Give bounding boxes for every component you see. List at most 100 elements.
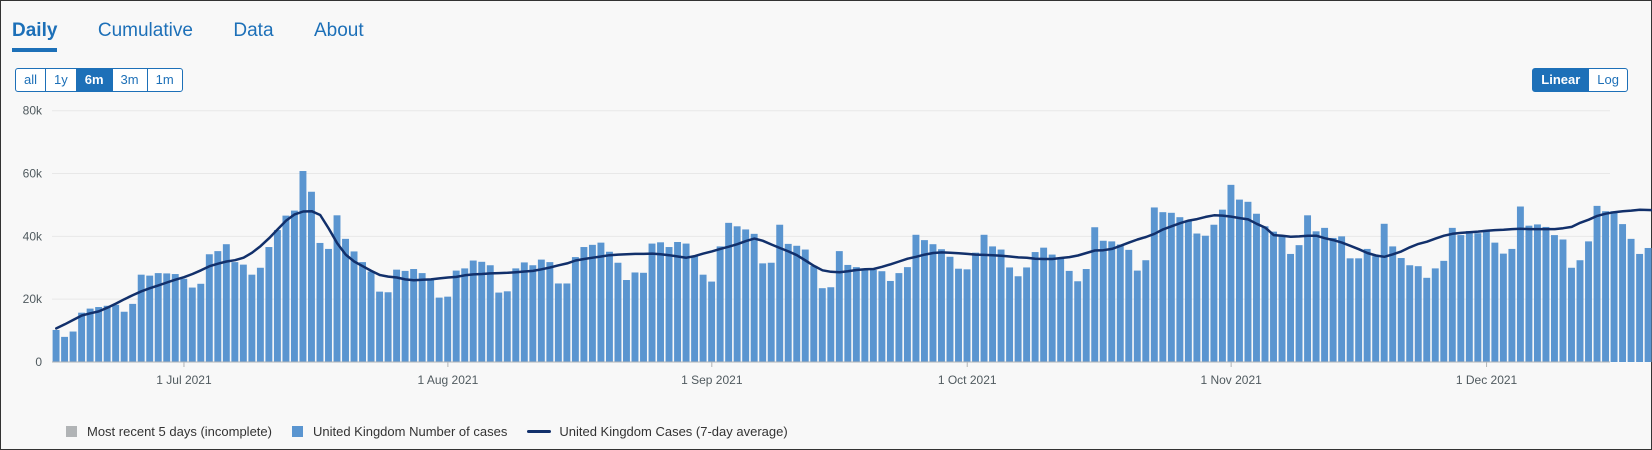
case-bar xyxy=(205,254,213,362)
case-bar xyxy=(503,291,511,362)
case-bar xyxy=(171,274,179,362)
case-bar xyxy=(554,283,562,362)
range-1m-button[interactable]: 1m xyxy=(146,68,183,92)
range-3m-button[interactable]: 3m xyxy=(111,68,148,92)
case-bar xyxy=(674,242,682,362)
range-1y-button[interactable]: 1y xyxy=(45,68,77,92)
case-bar xyxy=(1099,240,1107,362)
case-bar xyxy=(1414,266,1422,362)
case-bar xyxy=(1355,258,1363,362)
y-tick-label: 20k xyxy=(23,292,43,306)
legend-swatch-cases xyxy=(291,426,303,437)
scale-log-button[interactable]: Log xyxy=(1588,68,1628,92)
case-bar xyxy=(1142,260,1150,362)
range-6m-button[interactable]: 6m xyxy=(75,68,113,92)
case-bar xyxy=(256,267,264,362)
case-bar xyxy=(1304,215,1312,362)
case-bar xyxy=(180,278,188,362)
case-bar xyxy=(163,273,171,362)
case-bar xyxy=(1006,267,1014,362)
case-bar xyxy=(1065,270,1073,362)
range-all-button[interactable]: all xyxy=(15,68,47,92)
y-tick-label: 80k xyxy=(23,104,43,118)
case-bar xyxy=(1363,248,1371,362)
case-bar xyxy=(1218,209,1226,362)
case-bar xyxy=(1167,212,1175,362)
case-bar xyxy=(333,215,341,362)
case-bar xyxy=(1201,235,1209,362)
case-bar xyxy=(1270,231,1277,362)
case-bar xyxy=(801,249,809,362)
case-bar xyxy=(1108,241,1116,362)
case-bar xyxy=(750,233,758,362)
case-bar xyxy=(938,249,945,362)
case-bar xyxy=(657,242,664,362)
case-bar xyxy=(154,273,162,362)
case-bar xyxy=(461,268,469,362)
case-bar xyxy=(1593,205,1601,362)
tab-data[interactable]: Data xyxy=(233,20,274,41)
case-bar xyxy=(648,243,656,362)
case-bar xyxy=(1542,226,1550,362)
case-bar xyxy=(1559,239,1567,362)
y-tick-label: 40k xyxy=(23,229,43,243)
x-tick-label: 1 Oct 2021 xyxy=(938,373,997,387)
case-bar xyxy=(1423,277,1431,362)
case-bar xyxy=(1295,245,1303,362)
case-bar xyxy=(1576,260,1584,362)
case-bar xyxy=(1116,244,1124,362)
case-bar xyxy=(273,230,281,362)
legend-label-incomplete: Most recent 5 days (incomplete) xyxy=(87,424,272,439)
case-bar xyxy=(580,247,588,362)
case-bar xyxy=(955,268,962,362)
legend-label-cases: United Kingdom Number of cases xyxy=(312,424,508,439)
case-bar xyxy=(231,262,239,362)
case-bar xyxy=(946,256,954,362)
case-bar xyxy=(520,262,528,362)
case-bar xyxy=(776,224,784,362)
case-bar xyxy=(265,247,273,362)
case-bar xyxy=(290,210,298,362)
case-bar xyxy=(469,260,477,362)
case-bar xyxy=(1644,247,1652,362)
case-bar xyxy=(878,271,886,362)
tab-cumulative[interactable]: Cumulative xyxy=(97,20,193,41)
case-bar xyxy=(869,269,877,362)
case-bar xyxy=(78,312,86,362)
case-bar xyxy=(1210,224,1218,362)
case-bar xyxy=(435,297,443,362)
case-bar xyxy=(1482,230,1490,362)
case-bar xyxy=(282,215,290,362)
case-bar xyxy=(1159,212,1167,362)
case-bar xyxy=(1014,276,1022,362)
tab-daily[interactable]: Daily xyxy=(12,20,58,52)
case-bar xyxy=(1397,258,1405,362)
case-bar xyxy=(214,251,222,362)
case-bar xyxy=(299,171,307,362)
case-bar xyxy=(1261,226,1269,362)
case-bar xyxy=(1525,225,1533,362)
case-bar xyxy=(997,249,1005,362)
case-bar xyxy=(350,251,358,362)
case-bar xyxy=(708,281,716,362)
case-bar xyxy=(818,288,826,362)
chart-legend: Most recent 5 days (incomplete) United K… xyxy=(66,424,808,439)
case-bar xyxy=(222,244,230,362)
case-bar xyxy=(1082,269,1090,362)
case-bar xyxy=(733,226,741,362)
case-bar xyxy=(1568,267,1575,362)
case-bar xyxy=(478,261,486,362)
legend-label-average: United Kingdom Cases (7-day average) xyxy=(559,424,788,439)
tab-about[interactable]: About xyxy=(313,20,364,41)
case-bar xyxy=(1372,256,1380,362)
case-bar xyxy=(376,291,384,362)
case-bar xyxy=(197,283,205,362)
case-bar xyxy=(1619,224,1627,362)
case-bar xyxy=(980,234,988,362)
case-bar xyxy=(1321,227,1329,362)
case-bar xyxy=(827,287,835,362)
case-bar xyxy=(665,247,673,362)
case-bar xyxy=(61,336,69,362)
case-bar xyxy=(342,238,349,362)
